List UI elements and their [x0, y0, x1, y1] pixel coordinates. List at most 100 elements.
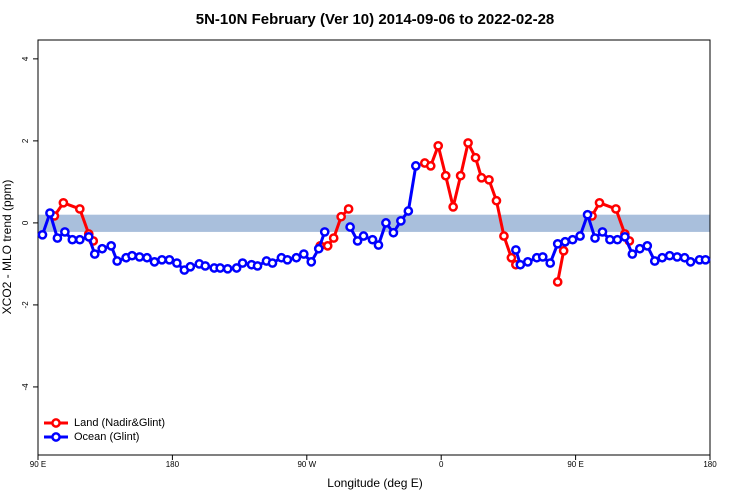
y-axis-label: XCO2 - MLO trend (ppm): [0, 180, 14, 315]
data-point: [506, 252, 517, 263]
x-tick-label: 90 W: [297, 460, 316, 469]
data-point: [484, 174, 494, 185]
data-point: [463, 138, 473, 148]
data-point: [605, 234, 615, 245]
data-point: [58, 197, 69, 208]
y-tick-label: -2: [21, 301, 30, 309]
x-tick-label: 90 E: [30, 460, 46, 469]
data-point: [649, 256, 660, 266]
data-point: [634, 243, 645, 254]
data-point: [440, 170, 451, 181]
data-point: [97, 243, 108, 254]
legend-marker: [51, 432, 61, 442]
y-tick-label: 0: [21, 220, 30, 225]
data-point: [560, 236, 570, 247]
data-point: [306, 257, 317, 267]
x-axis-label: Longitude (deg E): [327, 476, 422, 490]
data-point: [373, 240, 384, 250]
data-point: [112, 256, 122, 266]
data-point: [575, 231, 585, 241]
data-point: [231, 263, 242, 273]
data-point: [358, 231, 369, 241]
data-point: [537, 252, 548, 262]
data-point: [37, 229, 48, 240]
data-point: [381, 218, 391, 228]
data-point: [499, 231, 509, 241]
data-point: [558, 245, 569, 256]
data-point: [476, 172, 487, 183]
legend-label: Ocean (Glint): [74, 431, 139, 443]
data-point: [545, 258, 556, 268]
data-point: [611, 204, 621, 214]
data-point: [455, 170, 466, 181]
data-point: [106, 241, 117, 251]
data-point: [396, 215, 406, 226]
data-point: [74, 204, 85, 214]
data-point: [700, 254, 711, 265]
y-tick-label: 2: [21, 138, 30, 143]
data-point: [291, 252, 302, 263]
data-point: [83, 231, 94, 242]
data-point: [552, 238, 563, 249]
data-point: [433, 140, 444, 151]
y-tick-label: 4: [21, 56, 30, 61]
data-point: [515, 259, 526, 270]
plot-frame: [37, 39, 711, 456]
data-point: [642, 241, 653, 251]
data-point: [298, 249, 309, 259]
data-point: [89, 249, 100, 259]
data-point: [403, 206, 414, 216]
legend-marker: [51, 418, 61, 428]
data-point: [664, 250, 675, 261]
data-point: [172, 258, 182, 268]
x-tick-label: 0: [439, 460, 444, 469]
data-point: [594, 197, 605, 208]
data-point: [142, 252, 152, 263]
data-point: [567, 234, 578, 245]
data-point: [157, 254, 167, 265]
data-point: [597, 227, 608, 237]
data-point: [164, 254, 175, 265]
data-point: [149, 257, 160, 267]
data-point: [336, 211, 346, 222]
data-point: [127, 250, 137, 261]
data-point: [313, 243, 324, 254]
y-tick-label: -4: [21, 383, 30, 391]
data-point: [215, 263, 226, 273]
data-point: [345, 222, 355, 232]
data-point: [200, 261, 211, 271]
data-point: [582, 209, 593, 220]
data-point: [522, 257, 533, 267]
data-point: [620, 231, 630, 242]
data-point: [410, 161, 421, 171]
data-point: [612, 234, 623, 245]
data-point: [237, 258, 248, 268]
data-point: [425, 161, 436, 171]
data-point: [352, 236, 363, 246]
legend-label: Land (Nadir&Glint): [74, 417, 165, 429]
data-point: [134, 252, 145, 262]
data-point: [319, 227, 330, 237]
data-point: [343, 204, 354, 214]
data-point: [328, 233, 339, 243]
chart-title: 5N-10N February (Ver 10) 2014-09-06 to 2…: [196, 11, 555, 28]
data-point: [322, 241, 333, 251]
data-point: [685, 257, 696, 267]
data-point: [470, 152, 481, 163]
data-point: [491, 195, 502, 206]
data-point: [590, 233, 600, 243]
data-point: [267, 258, 278, 268]
data-point: [252, 261, 263, 271]
x-tick-label: 180: [703, 460, 717, 469]
data-point: [222, 263, 233, 274]
data-point: [74, 234, 85, 245]
data-point: [672, 252, 682, 262]
data-point: [282, 254, 293, 265]
data-point: [552, 277, 563, 287]
x-tick-label: 90 E: [567, 460, 583, 469]
data-point: [45, 208, 55, 218]
data-point: [388, 227, 399, 238]
data-point: [367, 234, 378, 245]
data-point: [448, 202, 458, 212]
